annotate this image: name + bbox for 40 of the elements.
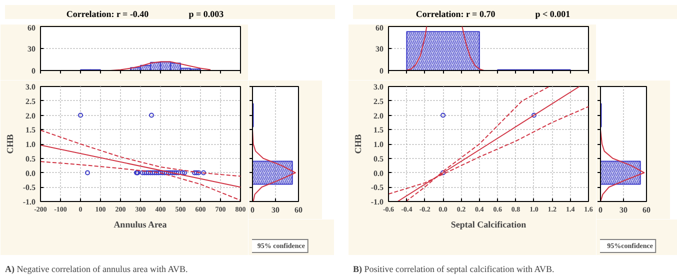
y-tick-label: -1.0: [370, 198, 384, 206]
y-tick-label: 0.0: [374, 168, 384, 178]
y-tick-label: 1.5: [374, 126, 384, 135]
y-tick-label: 0.0: [26, 168, 36, 178]
y-tick-label: 3.0: [374, 82, 384, 92]
y-tick-label: 1.0: [374, 140, 384, 149]
x-tick-label: 30: [272, 206, 280, 214]
x-tick-label: 60: [642, 206, 650, 214]
y-axis-title: CHB: [352, 134, 363, 154]
y-axis-title: CHB: [4, 134, 15, 154]
x-axis-title: Annulus Area: [114, 220, 168, 230]
x-tick-label: 60: [294, 206, 302, 214]
y-tick-label: -0.5: [370, 183, 384, 192]
x-tick-label: 30: [620, 206, 628, 214]
x-axis-title: Septal Calcification: [450, 220, 526, 230]
y-tick-label: 30: [376, 44, 384, 54]
y-tick-label: -1.0: [22, 198, 36, 206]
text: B) Positive correlation of septal calcification with AVB.: [353, 263, 554, 276]
y-tick-label: 60: [28, 24, 36, 32]
y-tick-label: 3.0: [26, 82, 36, 92]
chart-title: Correlation: r = 0.70: [416, 9, 496, 19]
text: A) Negative correlation of annulus area with AVB.: [5, 263, 188, 276]
y-tick-label: 1.5: [26, 126, 36, 135]
y-tick-label: 2.5: [26, 96, 36, 106]
y-tick-label: 2.0: [374, 111, 384, 120]
chart-subtitle: p < 0.001: [535, 9, 570, 19]
y-tick-label: 0: [32, 66, 36, 76]
y-tick-label: 1.0: [26, 140, 36, 149]
y-tick-label: 60: [376, 24, 384, 32]
y-tick-label: -0.5: [22, 183, 36, 192]
y-tick-label: 0.5: [374, 154, 384, 164]
chart-title: Correlation: r = -0.40: [66, 9, 149, 19]
chart-subtitle: p = 0.003: [188, 9, 224, 19]
y-tick-label: 0: [380, 66, 384, 76]
x-tick-label: 0: [250, 206, 254, 214]
y-tick-label: 0.5: [26, 154, 36, 164]
y-tick-label: 2.5: [374, 96, 384, 106]
y-tick-label: 30: [28, 44, 36, 54]
y-tick-label: 2.0: [26, 111, 36, 120]
x-tick-label: 0: [598, 206, 602, 214]
